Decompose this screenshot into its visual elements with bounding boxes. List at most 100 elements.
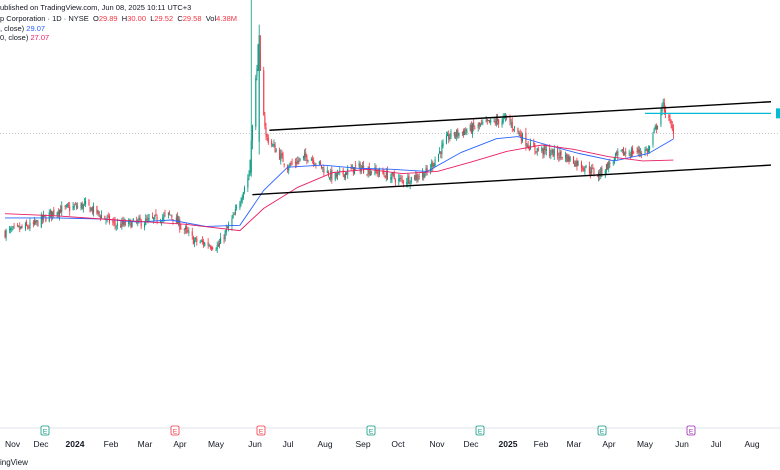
candle[interactable] xyxy=(139,214,141,221)
candle[interactable] xyxy=(28,224,30,230)
candle[interactable] xyxy=(183,227,185,235)
candle[interactable] xyxy=(561,156,563,160)
candle[interactable] xyxy=(20,226,22,230)
candle[interactable] xyxy=(343,174,345,181)
candle[interactable] xyxy=(203,238,205,248)
candle[interactable] xyxy=(161,221,163,226)
candle[interactable] xyxy=(80,202,82,211)
earnings-event-marker[interactable]: E xyxy=(597,425,607,436)
candle[interactable] xyxy=(217,240,219,248)
candle[interactable] xyxy=(334,171,336,182)
candle[interactable] xyxy=(184,225,186,234)
candle[interactable] xyxy=(305,148,307,162)
candle[interactable] xyxy=(97,209,99,217)
candle[interactable] xyxy=(65,203,67,209)
earnings-event-marker[interactable]: E xyxy=(40,425,50,436)
candle[interactable] xyxy=(121,217,123,230)
candle[interactable] xyxy=(496,113,499,126)
candle[interactable] xyxy=(549,144,551,159)
candle[interactable] xyxy=(61,201,63,217)
candle[interactable] xyxy=(210,245,213,251)
candle[interactable] xyxy=(350,164,352,171)
candle[interactable] xyxy=(478,122,480,130)
candle[interactable] xyxy=(241,194,243,204)
candle[interactable] xyxy=(513,126,516,133)
candle[interactable] xyxy=(472,122,474,138)
candle[interactable] xyxy=(283,163,285,168)
candle[interactable] xyxy=(311,155,314,164)
candle[interactable] xyxy=(535,151,537,154)
candle[interactable] xyxy=(449,133,451,142)
upper-trendline[interactable] xyxy=(269,101,772,131)
candle[interactable] xyxy=(528,145,530,152)
candle[interactable] xyxy=(394,177,396,187)
candle[interactable] xyxy=(35,219,37,225)
candle[interactable] xyxy=(128,218,130,228)
candle[interactable] xyxy=(307,159,309,163)
candle[interactable] xyxy=(386,166,388,181)
candle[interactable] xyxy=(91,206,93,215)
candle[interactable] xyxy=(490,118,492,126)
candle[interactable] xyxy=(155,209,157,217)
candle[interactable] xyxy=(287,164,289,173)
candle[interactable] xyxy=(249,159,251,176)
candle[interactable] xyxy=(628,149,630,157)
candle[interactable] xyxy=(200,239,202,243)
candle[interactable] xyxy=(218,238,221,249)
candle[interactable] xyxy=(169,210,171,216)
candle[interactable] xyxy=(196,235,198,246)
candle[interactable] xyxy=(98,210,100,217)
candle[interactable] xyxy=(636,147,638,154)
candle[interactable] xyxy=(297,156,299,165)
candle[interactable] xyxy=(545,145,547,156)
candle[interactable] xyxy=(558,152,560,163)
candle[interactable] xyxy=(487,120,489,122)
candle[interactable] xyxy=(279,147,281,161)
candle[interactable] xyxy=(663,98,665,116)
candle[interactable] xyxy=(482,119,484,126)
candle[interactable] xyxy=(668,113,670,121)
candle[interactable] xyxy=(53,207,55,219)
candle[interactable] xyxy=(235,204,238,211)
candle[interactable] xyxy=(10,226,12,234)
candle[interactable] xyxy=(621,149,623,154)
candle[interactable] xyxy=(457,127,459,139)
candle[interactable] xyxy=(74,201,76,206)
candle[interactable] xyxy=(33,217,36,226)
candle[interactable] xyxy=(376,168,378,177)
candle[interactable] xyxy=(195,236,197,242)
candle[interactable] xyxy=(617,148,619,161)
candle[interactable] xyxy=(393,170,395,180)
candle[interactable] xyxy=(209,244,211,250)
candle[interactable] xyxy=(24,221,26,231)
candle[interactable] xyxy=(322,166,324,173)
candle[interactable] xyxy=(256,64,258,81)
candle[interactable] xyxy=(495,114,497,127)
candle[interactable] xyxy=(622,146,625,156)
candle[interactable] xyxy=(56,211,58,219)
candle[interactable] xyxy=(302,155,304,161)
candle[interactable] xyxy=(585,164,587,169)
candle[interactable] xyxy=(565,151,567,163)
candle[interactable] xyxy=(187,226,189,234)
candle[interactable] xyxy=(99,214,101,222)
candle[interactable] xyxy=(583,166,585,172)
candle[interactable] xyxy=(510,118,512,128)
candle[interactable] xyxy=(464,128,466,136)
candle[interactable] xyxy=(43,210,45,223)
candle[interactable] xyxy=(335,172,337,179)
candle[interactable] xyxy=(251,124,253,150)
candle[interactable] xyxy=(542,147,544,159)
candle[interactable] xyxy=(632,145,634,157)
candle[interactable] xyxy=(422,168,424,181)
candle[interactable] xyxy=(299,158,301,162)
candle[interactable] xyxy=(576,157,578,171)
candle[interactable] xyxy=(259,35,261,71)
candle[interactable] xyxy=(424,172,426,178)
candle[interactable] xyxy=(671,121,673,132)
candle[interactable] xyxy=(385,167,387,182)
candle[interactable] xyxy=(344,171,346,181)
candle[interactable] xyxy=(398,173,400,186)
